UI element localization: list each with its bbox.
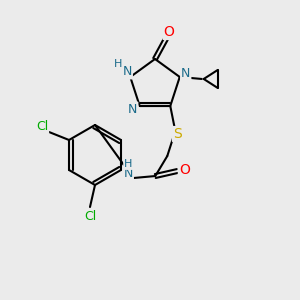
Text: Cl: Cl (36, 121, 48, 134)
Text: S: S (173, 127, 182, 141)
Text: N: N (124, 167, 133, 179)
Text: O: O (179, 163, 190, 177)
Text: O: O (164, 25, 174, 39)
Text: N: N (128, 103, 137, 116)
Text: N: N (123, 65, 132, 79)
Text: H: H (114, 59, 122, 69)
Text: N: N (181, 68, 190, 80)
Text: Cl: Cl (84, 209, 96, 223)
Text: H: H (124, 159, 133, 169)
